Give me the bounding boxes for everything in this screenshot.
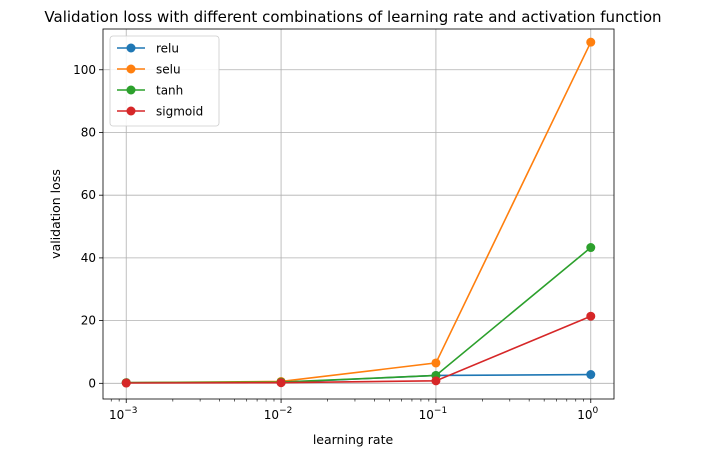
point-tanh: [586, 243, 596, 253]
legend-label-selu: selu: [156, 63, 181, 77]
y-tick-label: 80: [81, 125, 96, 139]
x-tick-label: 10−1: [419, 406, 448, 422]
legend-label-sigmoid: sigmoid: [156, 105, 203, 119]
legend-marker-relu: [126, 43, 136, 53]
x-axis-label: learning rate: [313, 432, 394, 447]
legend-label-relu: relu: [156, 42, 179, 56]
x-tick-label: 10−3: [109, 406, 138, 422]
legend-marker-selu: [126, 64, 136, 74]
chart-title: Validation loss with different combinati…: [44, 8, 661, 26]
plot-frame: [102, 28, 615, 400]
point-sigmoid: [276, 378, 286, 388]
legend-marker-sigmoid: [126, 106, 136, 116]
series-line-sigmoid: [126, 315, 592, 384]
point-selu: [431, 358, 441, 368]
point-sigmoid: [586, 311, 596, 321]
legend-box: [109, 35, 220, 127]
y-axis-label: validation loss: [48, 169, 63, 259]
y-tick-label: 60: [81, 188, 96, 202]
y-tick-label: 0: [88, 376, 96, 390]
point-selu: [586, 37, 596, 47]
legend-label-tanh: tanh: [156, 84, 183, 98]
point-sigmoid: [121, 378, 131, 388]
y-tick-label: 20: [81, 314, 96, 328]
point-relu: [586, 370, 596, 380]
legend-marker-tanh: [126, 85, 136, 95]
y-tick-label: 40: [81, 251, 96, 265]
series-group: [121, 37, 596, 388]
y-axis-ticks: 0 20 40 60 80 100: [73, 63, 103, 390]
x-axis-ticks: 10−3 10−2 10−1 100: [109, 399, 599, 422]
y-tick-label: 100: [73, 63, 96, 77]
x-tick-label: 10−2: [264, 406, 293, 422]
legend: relu selu tanh sigmoid: [109, 35, 220, 127]
point-sigmoid: [431, 376, 441, 386]
x-tick-label: 100: [577, 406, 598, 422]
series-line-tanh: [126, 246, 592, 384]
